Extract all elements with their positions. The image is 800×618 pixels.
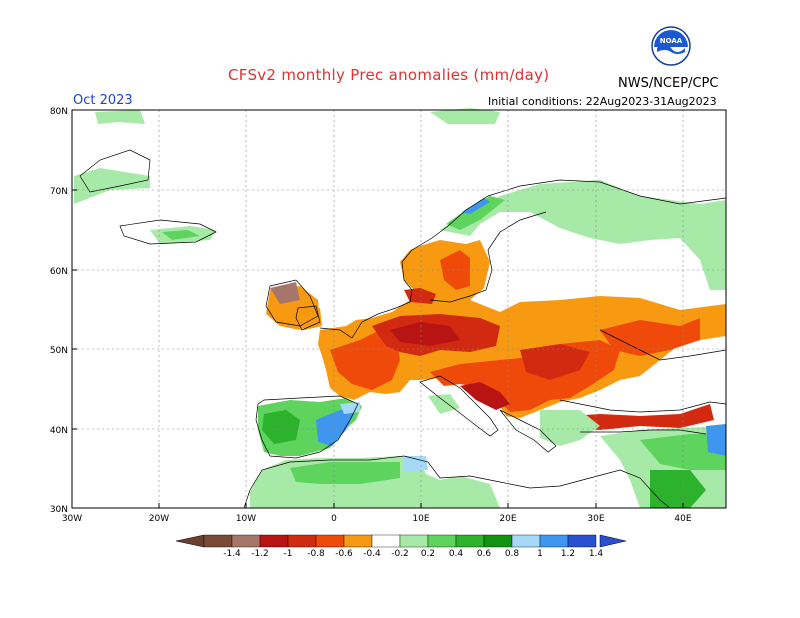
dry-turkey-north <box>570 404 714 430</box>
lon-label: 10E <box>412 514 429 524</box>
colorbar-tick-label: 0.6 <box>477 549 492 559</box>
colorbar-tick-label: 0.2 <box>421 549 435 559</box>
colorbar-tick-label: -0.8 <box>307 549 325 559</box>
wet-svalbard <box>430 108 500 124</box>
axis-ticks <box>71 109 684 509</box>
dry-balkans-core <box>460 382 510 410</box>
colorbar-swatch <box>399 534 429 548</box>
lon-label: 0 <box>331 514 337 524</box>
wet-iceland-core <box>162 230 200 240</box>
colorbar-tick-label: -0.6 <box>335 549 353 559</box>
colorbar-tick-label: -0.4 <box>363 549 381 559</box>
colorbar-swatch <box>203 534 233 548</box>
dry-ireland <box>300 308 322 330</box>
map-frame <box>71 109 727 509</box>
wet-norway-coast <box>446 196 505 230</box>
latitude-labels: 80N 70N 60N 50N 40N 30N <box>50 107 68 515</box>
colorbar-swatch <box>455 534 485 548</box>
wet-greenland <box>95 110 145 124</box>
colorbar-swatch <box>315 534 345 548</box>
wet-levant <box>650 470 706 508</box>
dry-hungary-romania <box>520 344 590 380</box>
colorbar: -1.4 -1.2 -1 -0.8 -0.6 -0.4 -0.2 0.2 0.4 0.6 0.8 1 1… <box>175 534 627 559</box>
lon-label: 10W <box>236 514 256 524</box>
colorbar-tick-label: 1.2 <box>561 549 575 559</box>
map-title: CFSv2 monthly Prec anomalies (mm/day) <box>228 66 550 84</box>
wet-scandinavia-north <box>440 180 726 290</box>
lon-label: 30W <box>62 514 82 524</box>
colorbar-swatch <box>567 534 597 548</box>
dry-ukraine <box>600 318 700 356</box>
colorbar-swatch <box>371 534 401 548</box>
lat-label: 40N <box>50 426 68 436</box>
dry-sweden-core <box>440 250 470 290</box>
colorbar-swatch <box>259 534 289 548</box>
wet-east-spain-light <box>340 402 360 414</box>
wet-caucasus-blue <box>706 424 726 456</box>
lat-label: 80N <box>50 107 68 117</box>
dry-uk-north <box>270 282 300 304</box>
wet-iberia-core <box>262 410 300 444</box>
colorbar-swatch <box>231 534 261 548</box>
colorbar-swatch <box>427 534 457 548</box>
colorbar-tick-label: 0.8 <box>505 549 520 559</box>
lon-label: 20W <box>149 514 169 524</box>
wet-algeria-core <box>290 462 400 484</box>
wet-tunisia <box>404 456 428 472</box>
wet-east-spain <box>316 410 356 446</box>
colorbar-tick-label: 1 <box>537 549 543 559</box>
colorbar-swatch <box>287 534 317 548</box>
lat-label: 30N <box>50 505 68 515</box>
graticule <box>72 110 726 508</box>
colorbar-swatch <box>343 534 373 548</box>
anomaly-fields <box>74 108 726 508</box>
wet-norway-blue <box>462 198 490 214</box>
forecast-month: Oct 2023 <box>73 93 133 108</box>
wet-greenland-east <box>74 168 150 204</box>
colorbar-swatch <box>539 534 569 548</box>
colorbar-tick-label: -1.4 <box>223 549 241 559</box>
colorbar-tick-label: -1.2 <box>251 549 269 559</box>
wet-italy-north <box>428 394 460 414</box>
longitude-labels: 30W 20W 10W 0 10E 20E 30E 40E <box>62 514 692 524</box>
colorbar-tick-label: -0.2 <box>391 549 409 559</box>
lon-label: 30E <box>587 514 604 524</box>
agency-label: NWS/NCEP/CPC <box>618 76 719 91</box>
colorbar-left-arrow <box>175 534 205 548</box>
svg-text:NOAA: NOAA <box>660 37 683 45</box>
colorbar-tick-label: -1 <box>284 549 293 559</box>
colorbar-tick-label: 1.4 <box>589 549 604 559</box>
noaa-logo-icon: NOAA <box>651 26 691 66</box>
dry-germany-core <box>390 322 460 346</box>
lon-label: 20E <box>499 514 516 524</box>
lat-label: 60N <box>50 267 68 277</box>
wet-greece-aegean <box>540 410 600 446</box>
lon-label: 40E <box>674 514 691 524</box>
lat-label: 70N <box>50 187 68 197</box>
colorbar-swatch <box>483 534 513 548</box>
initial-conditions: Initial conditions: 22Aug2023-31Aug2023 <box>488 95 717 108</box>
lat-label: 50N <box>50 346 68 356</box>
colorbar-swatch <box>511 534 541 548</box>
colorbar-tick-label: 0.4 <box>449 549 464 559</box>
colorbar-right-arrow <box>599 534 627 548</box>
dry-france <box>330 330 400 390</box>
